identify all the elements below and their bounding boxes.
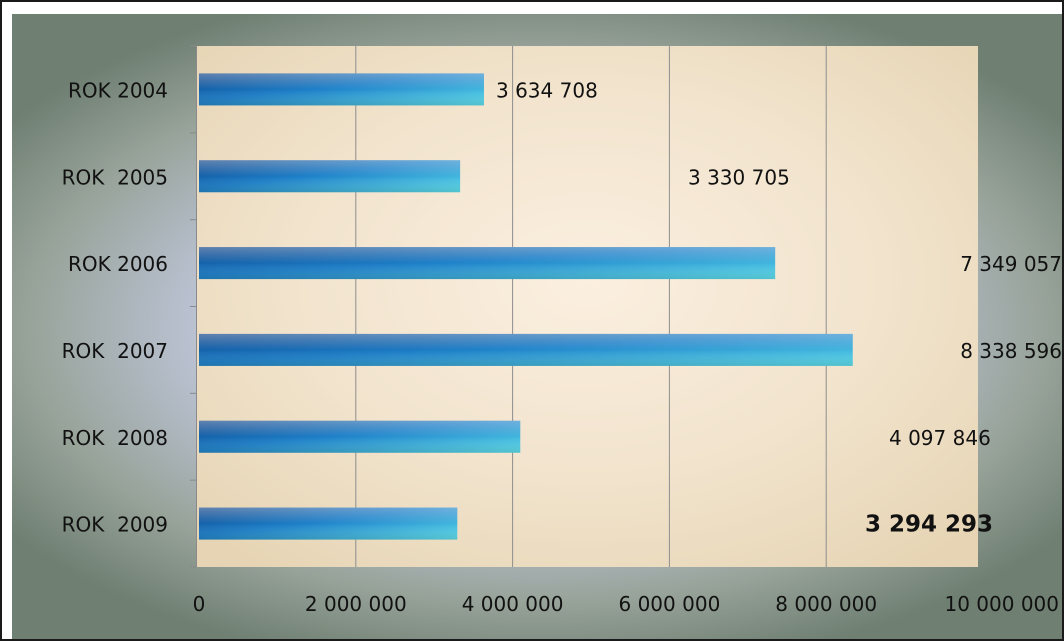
plot-area xyxy=(196,46,978,567)
x-tick-label: 6 000 000 xyxy=(619,592,721,616)
bar-shine xyxy=(199,160,460,192)
bar-shine xyxy=(199,73,484,105)
category-label: ROK 2009 xyxy=(62,513,168,537)
data-label: 3 634 708 xyxy=(496,78,598,102)
bar-shine xyxy=(199,334,853,366)
bar-shine xyxy=(199,421,520,453)
data-label: 8 338 596 xyxy=(960,339,1062,363)
data-label: 3 330 705 xyxy=(688,165,790,189)
category-label: ROK 2006 xyxy=(68,252,168,276)
category-label: ROK 2008 xyxy=(62,426,168,450)
x-tick-label: 2 000 000 xyxy=(305,592,407,616)
bar-shine xyxy=(199,247,775,279)
bar-chart: ROK 2004 3 634 708 ROK 2005 3 330 705 ROK 20… xyxy=(12,14,1062,641)
data-label: 4 097 846 xyxy=(889,426,991,450)
chart-background: ROK 2004 3 634 708 ROK 2005 3 330 705 ROK 20… xyxy=(12,14,1062,641)
data-label: 7 349 057 xyxy=(960,252,1062,276)
data-label: 3 294 293 xyxy=(865,512,993,538)
bar-shine xyxy=(199,508,457,540)
x-tick-label: 0 xyxy=(193,592,206,616)
category-label: ROK 2007 xyxy=(62,339,168,363)
x-tick-label: 8 000 000 xyxy=(775,592,877,616)
category-label: ROK 2004 xyxy=(68,78,168,102)
category-label: ROK 2005 xyxy=(62,165,168,189)
x-tick-label: 10 000 000 xyxy=(944,592,1059,616)
x-tick-label: 4 000 000 xyxy=(462,592,564,616)
